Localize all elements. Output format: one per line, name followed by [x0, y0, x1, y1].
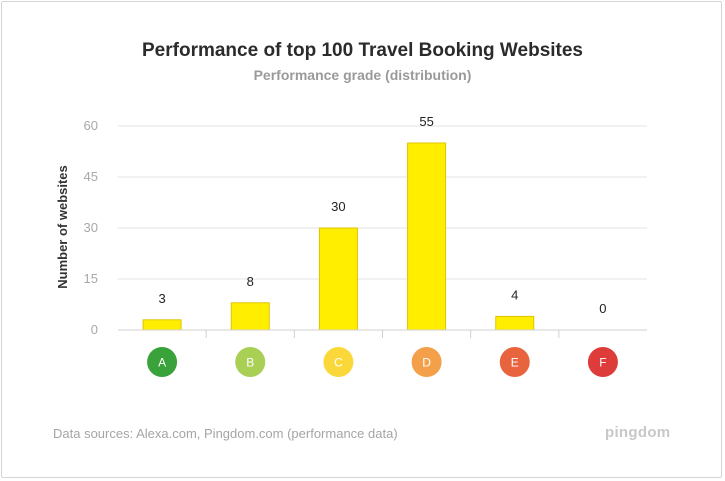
grade-circle-a — [147, 347, 178, 377]
grade-circle-d — [411, 347, 442, 377]
bar-d — [407, 142, 447, 331]
grade-badges: A B C D E F — [147, 347, 618, 377]
grade-badge-f: F — [587, 347, 618, 377]
bar-b — [230, 302, 270, 331]
bar-a — [142, 319, 182, 331]
grade-badge-b: B — [235, 347, 266, 377]
x-tick-label: E — [511, 356, 519, 370]
grid-lines — [118, 125, 647, 280]
y-tick-label: 0 — [91, 322, 98, 337]
y-tick-label: 45 — [84, 169, 98, 184]
y-axis-label: Number of websites — [55, 165, 70, 289]
y-tick-label: 60 — [84, 118, 98, 133]
grade-circle-e — [499, 347, 530, 377]
x-tick-label: F — [599, 356, 606, 370]
grade-badge-c: C — [323, 347, 354, 377]
data-label-b: 8 — [247, 274, 254, 289]
x-tick-label: B — [246, 356, 254, 370]
bar-e — [495, 315, 535, 331]
y-axis-ticks: 0 15 30 45 60 — [84, 118, 98, 337]
y-tick-label: 15 — [84, 271, 98, 286]
category-separators — [205, 330, 560, 338]
bars — [142, 142, 535, 331]
grade-circle-f — [587, 347, 618, 377]
data-labels: 3 8 30 55 4 0 — [158, 114, 606, 316]
grade-badge-d: D — [411, 347, 442, 377]
grade-circle-b — [235, 347, 266, 377]
chart-subtitle: Performance grade (distribution) — [253, 67, 472, 83]
x-tick-label: A — [158, 356, 166, 370]
data-source-note: Data sources: Alexa.com, Pingdom.com (pe… — [53, 426, 398, 441]
x-tick-label: D — [422, 356, 431, 370]
pingdom-logo: pingdom — [605, 424, 671, 441]
chart-title: Performance of top 100 Travel Booking We… — [142, 40, 583, 61]
data-label-d: 55 — [419, 114, 433, 129]
data-label-a: 3 — [158, 291, 165, 306]
x-tick-label: C — [334, 356, 343, 370]
data-label-e: 4 — [511, 287, 518, 302]
bar-c — [318, 227, 358, 331]
data-label-c: 30 — [331, 199, 345, 214]
grade-circle-c — [323, 347, 354, 377]
grade-badge-a: A — [147, 347, 178, 377]
grade-badge-e: E — [499, 347, 530, 377]
data-label-f: 0 — [599, 301, 606, 316]
y-tick-label: 30 — [84, 220, 98, 235]
